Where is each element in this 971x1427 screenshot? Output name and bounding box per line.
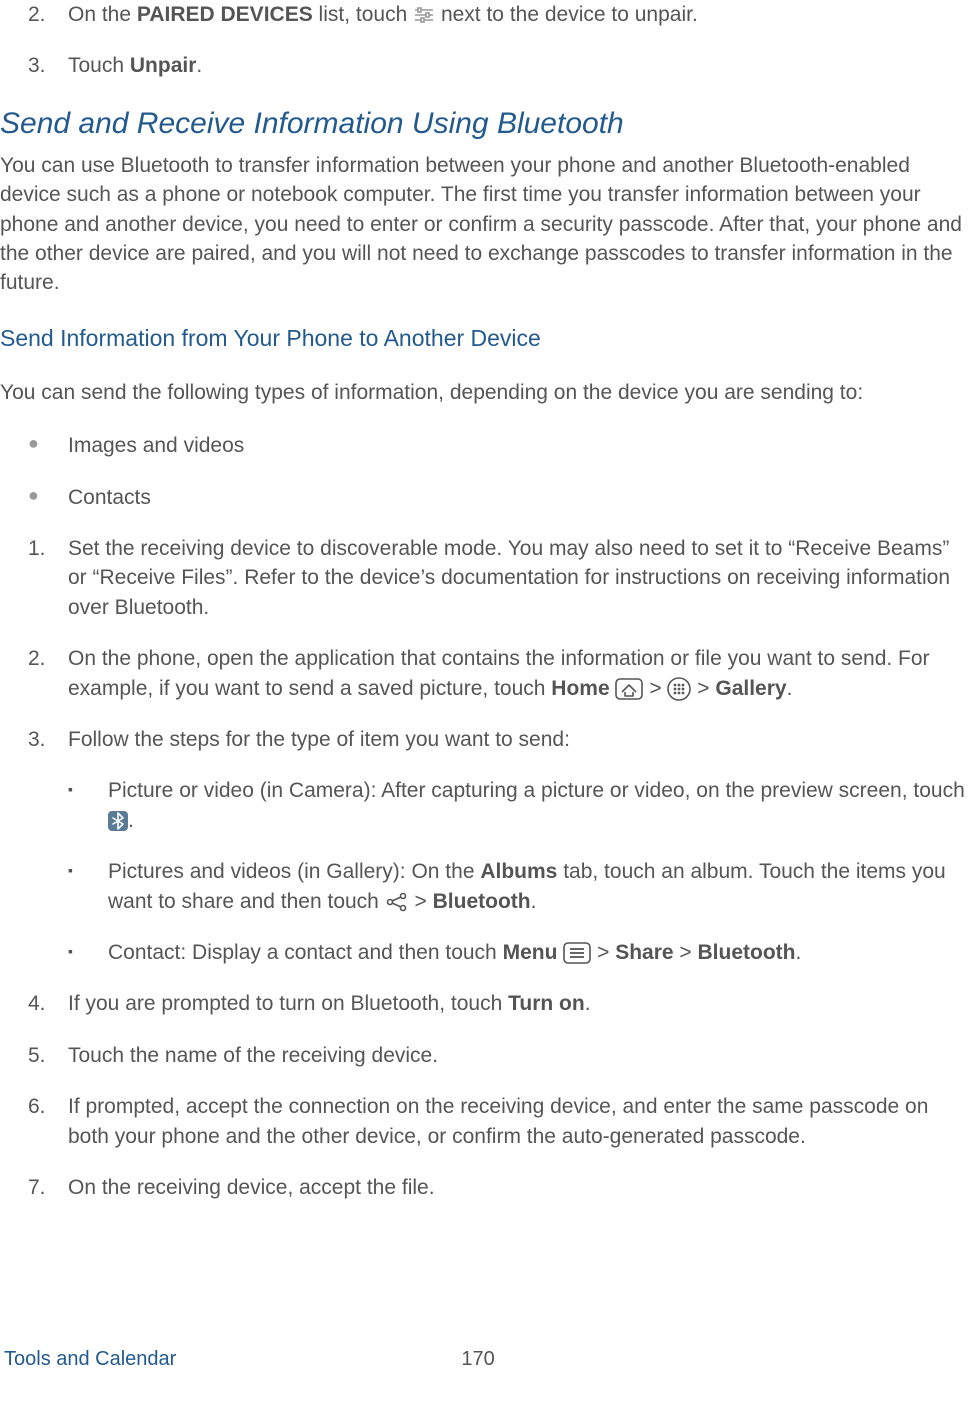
- list-body: On the phone, open the application that …: [68, 644, 967, 703]
- settings-sliders-icon: [413, 6, 435, 24]
- text-bold: Albums: [480, 860, 557, 883]
- text-bold: Share: [615, 941, 673, 964]
- list-number: 6.: [28, 1092, 68, 1151]
- text: .: [795, 941, 801, 964]
- text: next to the device to unpair.: [435, 3, 698, 26]
- list-number: 3.: [28, 51, 68, 80]
- sub-list-item: ▪ Pictures and videos (in Gallery): On t…: [0, 857, 967, 916]
- text: On the phone, open the application that …: [68, 647, 930, 699]
- list-item: 3. Follow the steps for the type of item…: [0, 725, 967, 754]
- list-body: Pictures and videos (in Gallery): On the…: [108, 857, 967, 916]
- text: Follow the steps for the type of item yo…: [68, 725, 967, 754]
- text: On the receiving device, accept the file…: [68, 1173, 967, 1202]
- list-body: On the PAIRED DEVICES list, touch next t…: [68, 0, 967, 29]
- text-bold: Turn on: [508, 992, 585, 1015]
- bullet: ▪: [68, 776, 108, 835]
- bullet: ▪: [68, 857, 108, 916]
- text: If you are prompted to turn on Bluetooth…: [68, 992, 508, 1015]
- list-item: 2. On the PAIRED DEVICES list, touch nex…: [0, 0, 967, 29]
- text: .: [787, 677, 793, 700]
- footer-page-number: 170: [461, 1345, 494, 1373]
- list-item: 7. On the receiving device, accept the f…: [0, 1173, 967, 1202]
- list-number: 4.: [28, 989, 68, 1018]
- list-number: 7.: [28, 1173, 68, 1202]
- text-bold: PAIRED DEVICES: [137, 3, 313, 26]
- list-body: Picture or video (in Camera): After capt…: [108, 776, 967, 835]
- list-body: Touch Unpair.: [68, 51, 967, 80]
- paragraph: You can send the following types of info…: [0, 378, 967, 407]
- text-bold: Home: [551, 677, 609, 700]
- text: On the: [68, 3, 137, 26]
- list-number: 1.: [28, 534, 68, 622]
- text: Touch: [68, 54, 130, 77]
- text: >: [691, 677, 715, 700]
- share-icon: [385, 892, 409, 912]
- bullet: ●: [28, 483, 68, 512]
- text: .: [585, 992, 591, 1015]
- list-body: Contact: Display a contact and then touc…: [108, 938, 967, 967]
- list-number: 2.: [28, 644, 68, 703]
- menu-icon: [563, 942, 591, 964]
- text: >: [643, 677, 667, 700]
- text: Set the receiving device to discoverable…: [68, 534, 967, 622]
- list-item: 1. Set the receiving device to discovera…: [0, 534, 967, 622]
- text: Contacts: [68, 483, 151, 512]
- list-item: 5. Touch the name of the receiving devic…: [0, 1041, 967, 1070]
- text-bold: Bluetooth: [698, 941, 796, 964]
- text: >: [674, 941, 698, 964]
- bullet: ●: [28, 431, 68, 460]
- bullet-item: ● Contacts: [0, 483, 967, 512]
- text: .: [531, 890, 537, 913]
- list-body: If you are prompted to turn on Bluetooth…: [68, 989, 967, 1018]
- list-item: 2. On the phone, open the application th…: [0, 644, 967, 703]
- list-number: 3.: [28, 725, 68, 754]
- bullet-item: ● Images and videos: [0, 431, 967, 460]
- text: Contact: Display a contact and then touc…: [108, 941, 503, 964]
- text: .: [196, 54, 202, 77]
- sub-list-item: ▪ Picture or video (in Camera): After ca…: [0, 776, 967, 835]
- text-bold: Bluetooth: [433, 890, 531, 913]
- text-bold: Menu: [503, 941, 558, 964]
- text: >: [591, 941, 615, 964]
- text: .: [128, 809, 134, 832]
- home-icon: [615, 678, 643, 700]
- heading-3: Send Information from Your Phone to Anot…: [0, 322, 967, 354]
- list-item: 3. Touch Unpair.: [0, 51, 967, 80]
- heading-2: Send and Receive Information Using Bluet…: [0, 103, 967, 145]
- list-item: 4. If you are prompted to turn on Blueto…: [0, 989, 967, 1018]
- text: list, touch: [313, 3, 413, 26]
- apps-grid-icon: [667, 677, 691, 701]
- page-footer: Tools and Calendar 170: [0, 1345, 971, 1373]
- list-number: 5.: [28, 1041, 68, 1070]
- text: Picture or video (in Camera): After capt…: [108, 779, 965, 802]
- text: If prompted, accept the connection on th…: [68, 1092, 967, 1151]
- text: Pictures and videos (in Gallery): On the: [108, 860, 480, 883]
- text: >: [409, 890, 433, 913]
- text-bold: Unpair: [130, 54, 197, 77]
- text: Touch the name of the receiving device.: [68, 1041, 967, 1070]
- footer-section-title: Tools and Calendar: [4, 1345, 176, 1373]
- paragraph: You can use Bluetooth to transfer inform…: [0, 151, 967, 298]
- bullet: ▪: [68, 938, 108, 967]
- text-bold: Gallery: [715, 677, 786, 700]
- document-page: 2. On the PAIRED DEVICES list, touch nex…: [0, 0, 967, 1387]
- list-number: 2.: [28, 0, 68, 29]
- list-item: 6. If prompted, accept the connection on…: [0, 1092, 967, 1151]
- sub-list-item: ▪ Contact: Display a contact and then to…: [0, 938, 967, 967]
- text: Images and videos: [68, 431, 244, 460]
- bluetooth-icon: [108, 811, 128, 831]
